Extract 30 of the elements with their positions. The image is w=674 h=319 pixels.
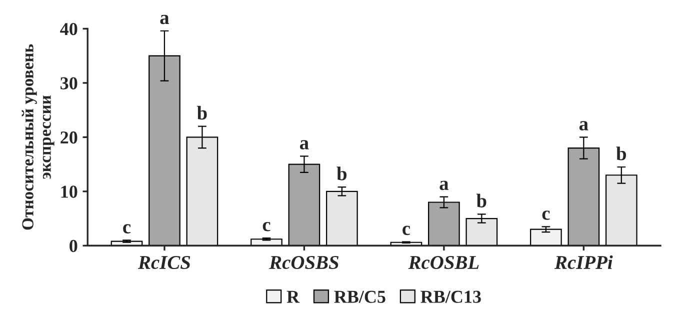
data-label: c xyxy=(402,226,410,236)
legend-label: RB/C5 xyxy=(334,290,386,303)
legend-label: RB/C13 xyxy=(420,290,481,303)
bar xyxy=(466,218,498,246)
y-tick-label: 40 xyxy=(60,22,78,36)
y-tick-label: 20 xyxy=(60,131,78,144)
data-label: b xyxy=(616,146,626,160)
data-label: a xyxy=(440,180,448,190)
bar xyxy=(530,228,562,246)
data-label: b xyxy=(336,166,347,180)
x-tick-label: RcIPPi xyxy=(554,255,613,270)
y-axis-title: Относительный уровень экспрессии xyxy=(22,44,54,230)
bar xyxy=(326,190,358,246)
y-tick-label: 30 xyxy=(60,77,78,90)
legend-label: R xyxy=(286,290,300,303)
data-label: c xyxy=(542,210,550,220)
data-label: a xyxy=(300,140,309,150)
bar xyxy=(250,238,282,246)
data-label: a xyxy=(160,14,170,24)
data-label: c xyxy=(123,224,131,234)
x-tick-label: RcICS xyxy=(138,256,190,270)
y-tick-label: 0 xyxy=(70,240,78,252)
data-label: a xyxy=(579,121,588,130)
bar xyxy=(428,202,460,246)
data-label: b xyxy=(476,194,486,208)
data-label: b xyxy=(197,106,207,120)
x-tick-label: RcOSBL xyxy=(408,256,479,270)
x-tick-label: RcOSBS xyxy=(269,256,339,270)
data-label: c xyxy=(262,222,270,232)
y-tick-label: 10 xyxy=(61,186,78,198)
